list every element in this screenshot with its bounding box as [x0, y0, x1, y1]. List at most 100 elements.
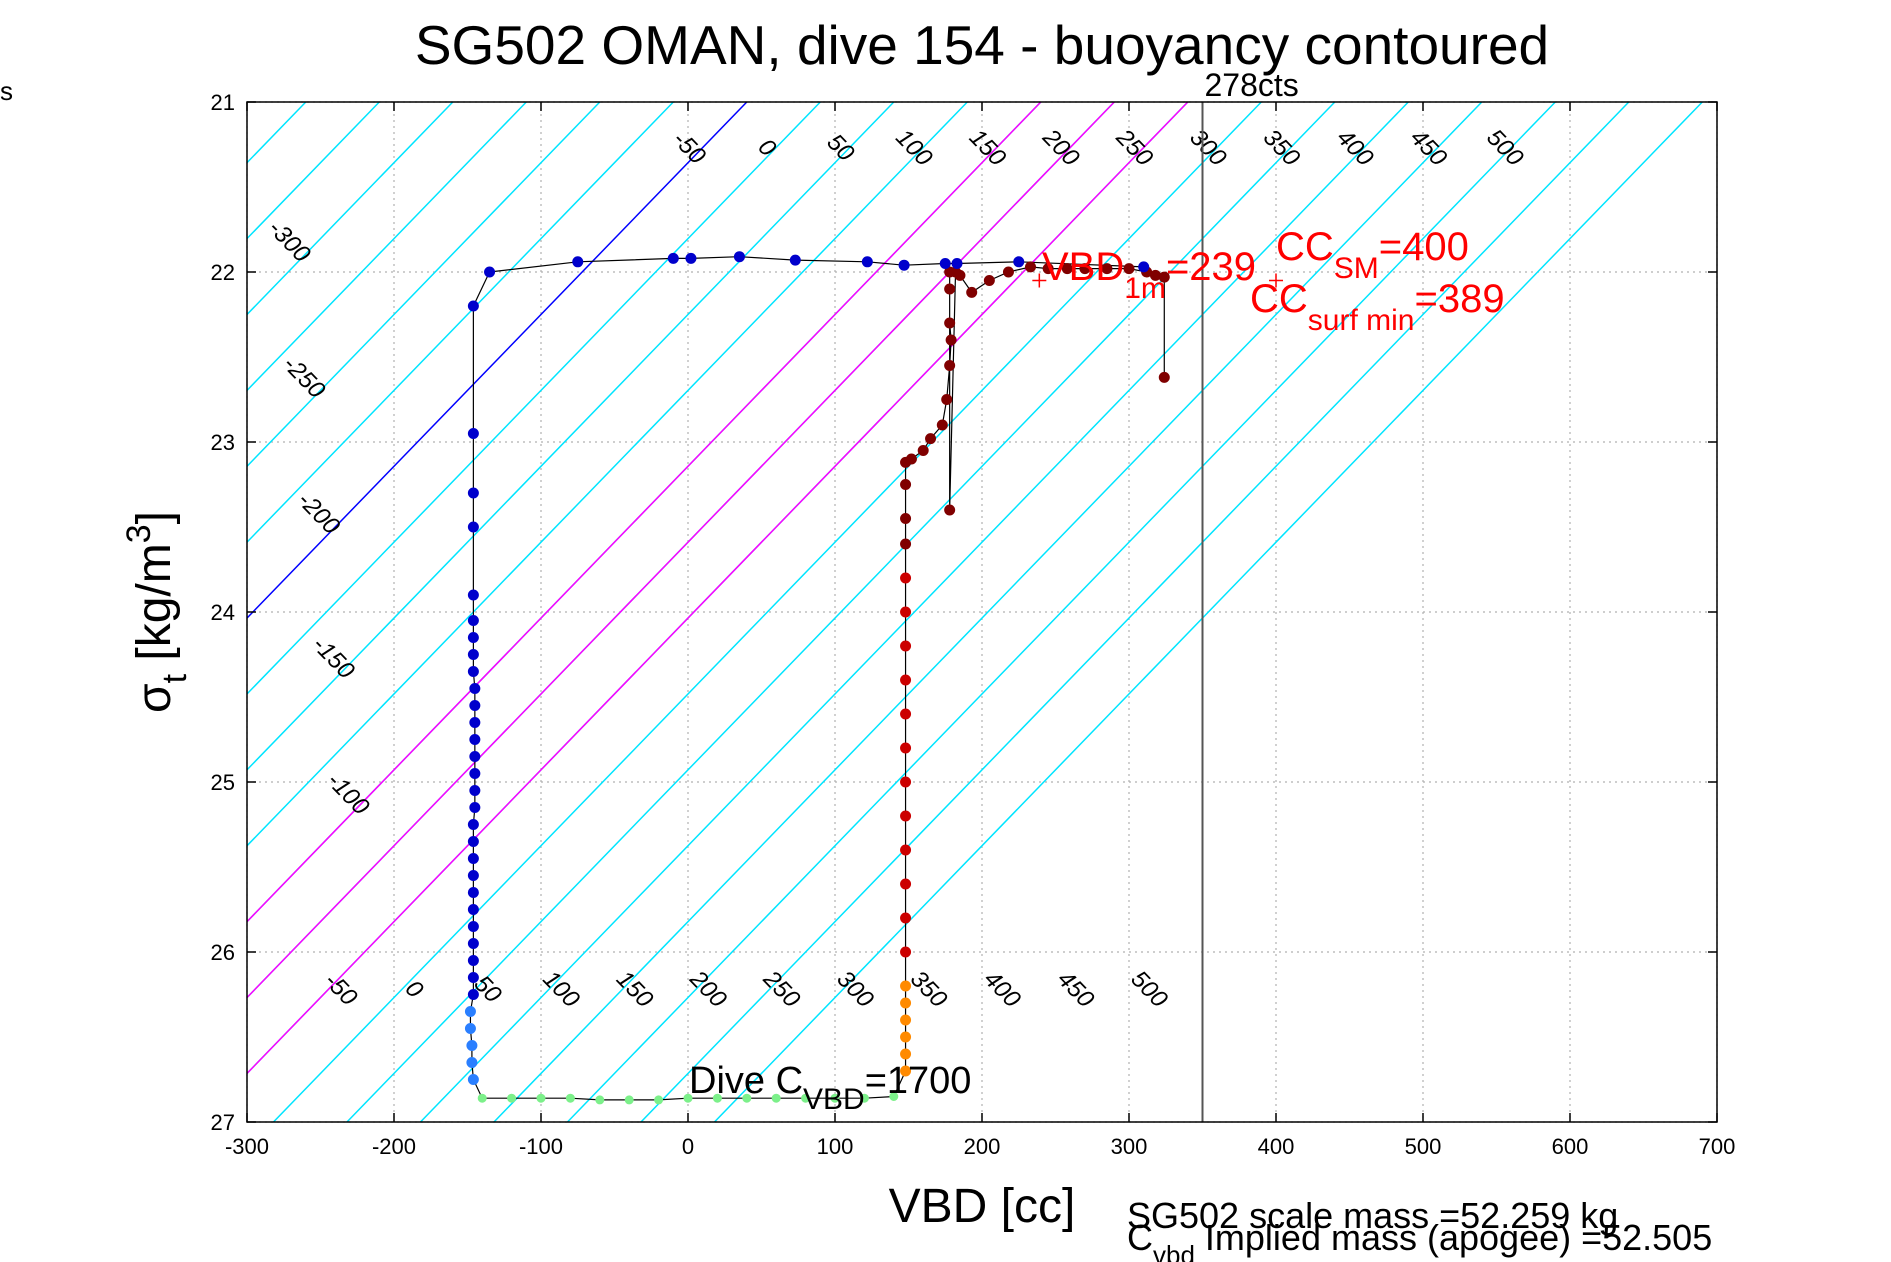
data-point	[900, 810, 912, 822]
data-point	[467, 972, 479, 983]
y-tick-label: 25	[211, 770, 235, 795]
ccsurf-sub: surf min	[1308, 304, 1415, 337]
data-point	[683, 1093, 693, 1103]
x-tick-label: 500	[1405, 1134, 1442, 1159]
data-point	[1123, 263, 1135, 275]
data-point	[905, 453, 917, 465]
y-tick-label: 27	[211, 1110, 235, 1135]
data-point	[467, 819, 479, 830]
data-point	[507, 1093, 517, 1103]
data-point	[1025, 261, 1037, 273]
x-tick-label: 300	[1111, 1134, 1148, 1159]
data-point	[789, 254, 801, 266]
contour-line-magenta	[247, 102, 1189, 1075]
data-point	[467, 853, 479, 864]
implied-mass-value: Implied mass (apogee) =52.505	[1195, 1217, 1712, 1258]
y-tick-label: 23	[211, 430, 235, 455]
data-point	[925, 433, 937, 445]
data-point	[667, 252, 679, 264]
data-point	[467, 615, 479, 626]
data-point	[469, 802, 481, 813]
ylabel-sigma: σ	[128, 683, 181, 713]
svg-text:VBD1m=239: VBD1m=239	[1042, 245, 1256, 305]
data-point	[900, 640, 912, 652]
data-point	[900, 1014, 912, 1026]
contour-line	[419, 102, 1409, 1122]
x-tick-label: 0	[682, 1134, 694, 1159]
x-tick-label: 100	[817, 1134, 854, 1159]
scale-mass-text: SG502 scale mass =52.259 kg	[1127, 1195, 1618, 1236]
data-point	[900, 1031, 912, 1043]
data-point	[742, 1093, 752, 1103]
contour-line	[346, 102, 1336, 1122]
data-point	[900, 844, 912, 856]
data-point	[983, 275, 995, 286]
data-point	[467, 428, 479, 439]
data-point	[712, 1093, 722, 1103]
contour-line	[493, 102, 1483, 1122]
data-point	[1158, 371, 1170, 383]
contour-line	[247, 102, 895, 771]
data-point	[900, 479, 912, 490]
data-point	[900, 674, 912, 686]
ylabel-sub: t	[156, 673, 194, 683]
data-point	[565, 1093, 575, 1103]
data-point	[467, 887, 479, 898]
contour-line	[0, 102, 85, 1122]
data-point	[467, 521, 479, 533]
vbd1m-label: VBD	[1042, 245, 1124, 289]
data-point	[467, 904, 479, 915]
ccsurf-value: =389	[1414, 277, 1504, 321]
dive-cvbd-value: =1700	[865, 1060, 972, 1102]
data-point	[469, 700, 481, 711]
data-point	[966, 286, 978, 298]
data-point	[1042, 263, 1054, 275]
data-point	[469, 717, 481, 728]
ccsm-label: CC	[1276, 225, 1334, 269]
contour-line	[0, 102, 12, 1122]
y-axis-label: σt [kg/m3]	[120, 511, 194, 713]
axes: -300 -200 -100 0 100 200 300 400 500 600 700 21 22 23…	[211, 90, 1736, 1159]
svg-text:CCSM=400: CCSM=400	[1276, 225, 1469, 285]
data-point	[900, 946, 912, 958]
data-point	[572, 256, 584, 268]
x-tick-label: -200	[372, 1134, 416, 1159]
contour-line	[247, 102, 527, 392]
data-point	[889, 1092, 899, 1101]
contour-line	[247, 102, 674, 544]
ccsm-marker	[1269, 273, 1283, 288]
data-point	[900, 513, 912, 524]
data-point	[469, 785, 481, 796]
data-point	[900, 997, 912, 1009]
contour-line	[247, 102, 454, 316]
data-point	[941, 394, 953, 405]
data-point	[467, 487, 479, 499]
contour-line	[0, 102, 232, 1122]
x-tick-label: 600	[1552, 1134, 1589, 1159]
data-point	[801, 1093, 811, 1103]
data-point	[654, 1095, 664, 1105]
contour-line	[247, 102, 601, 468]
contour-line	[640, 102, 1630, 1122]
data-point	[900, 572, 912, 584]
data-point	[861, 256, 873, 268]
data-point	[467, 870, 479, 881]
x-tick-label: 700	[1699, 1134, 1736, 1159]
ccsm-value: =400	[1379, 225, 1469, 269]
data-point	[624, 1095, 634, 1105]
data-point	[900, 980, 912, 992]
data-point	[945, 334, 957, 346]
data-point	[900, 606, 912, 618]
data-point	[1138, 261, 1150, 273]
ccsm-sub: SM	[1334, 252, 1379, 285]
data-point	[898, 259, 910, 271]
data-point	[900, 708, 912, 720]
data-point	[467, 300, 479, 312]
data-point	[1061, 263, 1073, 275]
annotation-dive-cvbd: Dive CVBD=1700	[689, 1060, 971, 1116]
x-tick-label: -300	[225, 1134, 269, 1159]
data-point	[830, 1093, 840, 1103]
svg-text:σt [kg/m3]: σt [kg/m3]	[120, 511, 194, 713]
data-point	[900, 776, 912, 788]
data-point	[469, 751, 481, 762]
